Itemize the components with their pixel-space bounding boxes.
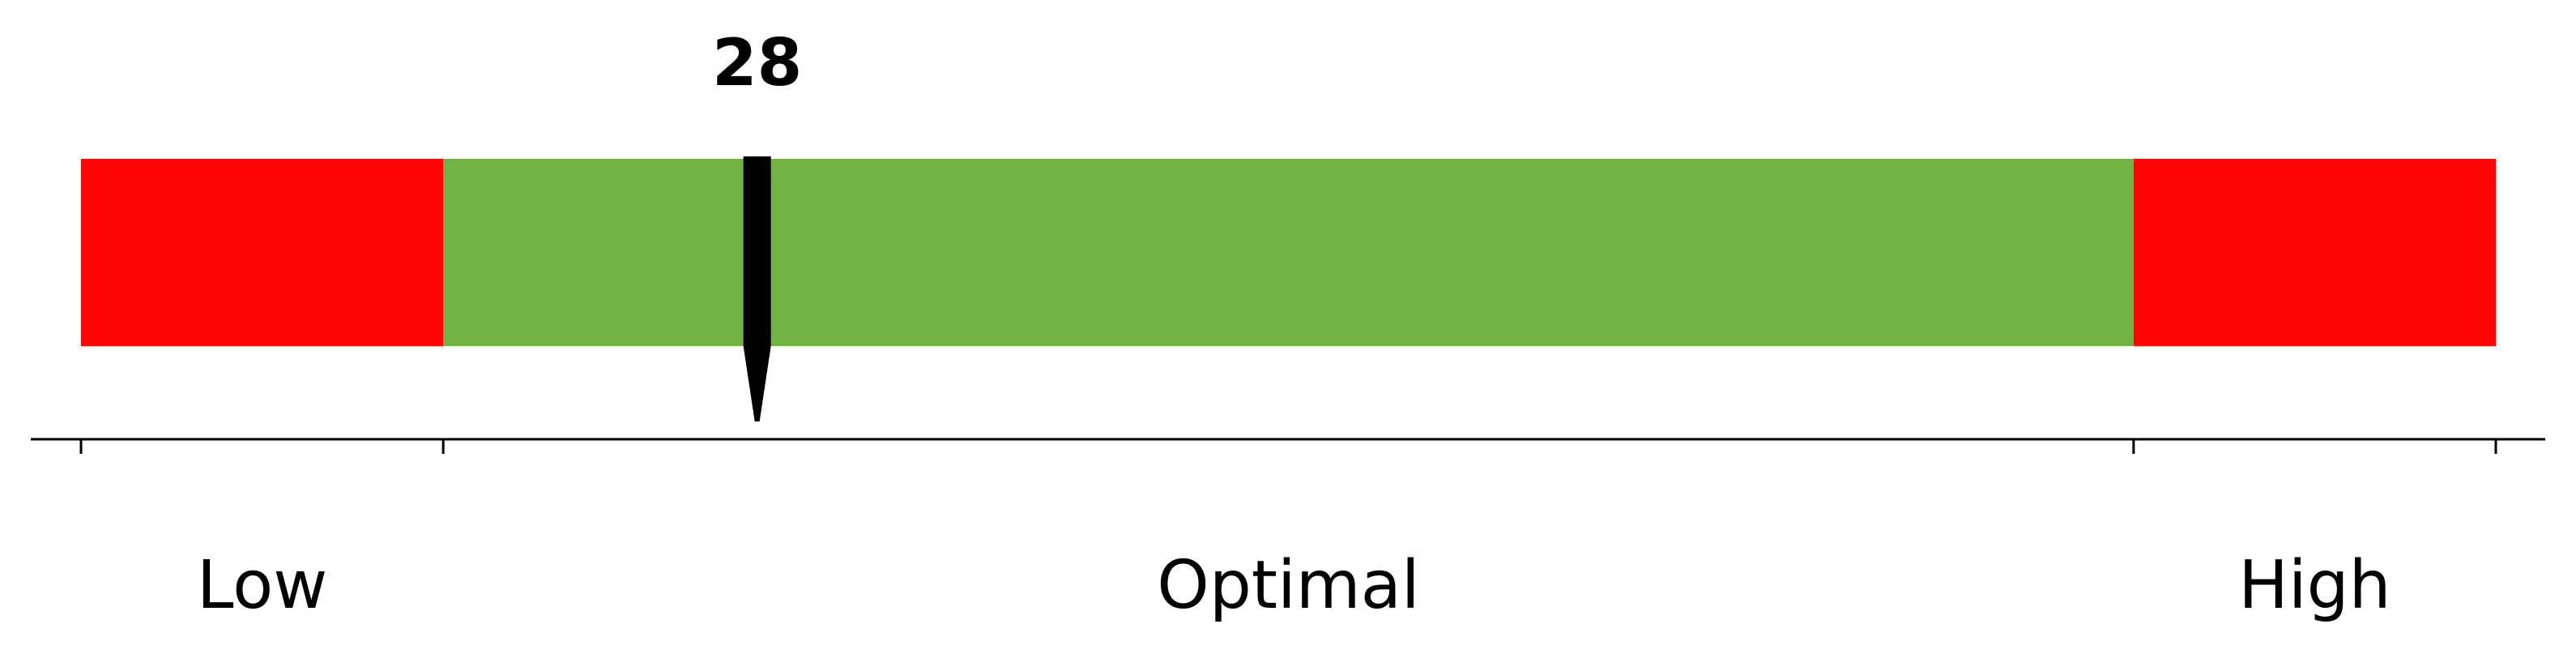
gauge-zones xyxy=(81,159,2496,346)
pointer-needle xyxy=(743,156,771,421)
zone-label-high: High xyxy=(2238,547,2390,624)
zone-label-low: Low xyxy=(197,547,327,624)
zone-labels: Low Optimal High xyxy=(197,547,2391,624)
zone-high xyxy=(2133,159,2496,346)
axis-ticks xyxy=(79,439,2497,454)
zone-low xyxy=(81,159,444,346)
zone-label-optimal: Optimal xyxy=(1157,547,1419,624)
value-pointer xyxy=(743,156,771,421)
zone-optimal xyxy=(443,159,2134,346)
value-label: 28 xyxy=(712,25,802,100)
